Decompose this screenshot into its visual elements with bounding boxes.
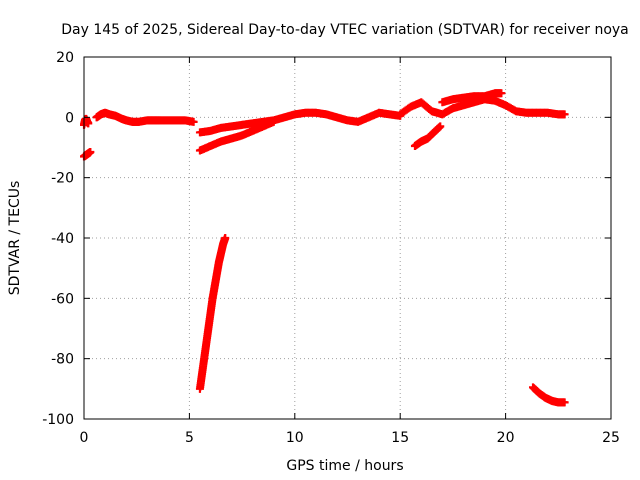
x-tick-label: 10 (286, 430, 304, 446)
y-tick-label: -20 (51, 171, 74, 187)
y-tick-label: 0 (65, 110, 74, 126)
series-morning-upper (195, 108, 405, 137)
series-night-main (92, 108, 198, 126)
data-point (560, 398, 569, 407)
series-afternoon-low-branch (410, 122, 445, 150)
series-morning-lower (195, 117, 278, 155)
y-tick-label: -40 (51, 231, 74, 247)
y-tick-label: -80 (51, 352, 74, 368)
data-points (80, 89, 569, 407)
y-tick-label: -100 (42, 412, 74, 428)
data-point (560, 110, 569, 119)
axis-ticks: 0 5 10 15 20 25 -100 -80 -60 -40 -20 0 20 (42, 50, 620, 446)
data-point (497, 89, 506, 98)
data-point (189, 117, 198, 126)
data-point (84, 119, 93, 128)
x-tick-label: 25 (602, 430, 620, 446)
y-axis-label: SDTVAR / TECUs (7, 181, 23, 296)
series-late-descent (529, 383, 569, 407)
data-point (436, 122, 445, 131)
x-tick-label: 0 (80, 430, 89, 446)
data-point (86, 148, 95, 157)
data-point (221, 234, 230, 242)
x-axis-label: GPS time / hours (286, 458, 403, 474)
series-dip-start (80, 148, 95, 161)
data-point (269, 117, 278, 126)
series-steep-descent (195, 234, 230, 393)
x-tick-label: 5 (185, 430, 194, 446)
x-tick-label: 20 (497, 430, 515, 446)
chart-title: Day 145 of 2025, Sidereal Day-to-day VTE… (61, 22, 629, 38)
y-tick-label: -60 (51, 291, 74, 307)
y-tick-label: 20 (56, 50, 74, 66)
series-afternoon-upper (438, 89, 506, 107)
x-tick-label: 15 (391, 430, 409, 446)
